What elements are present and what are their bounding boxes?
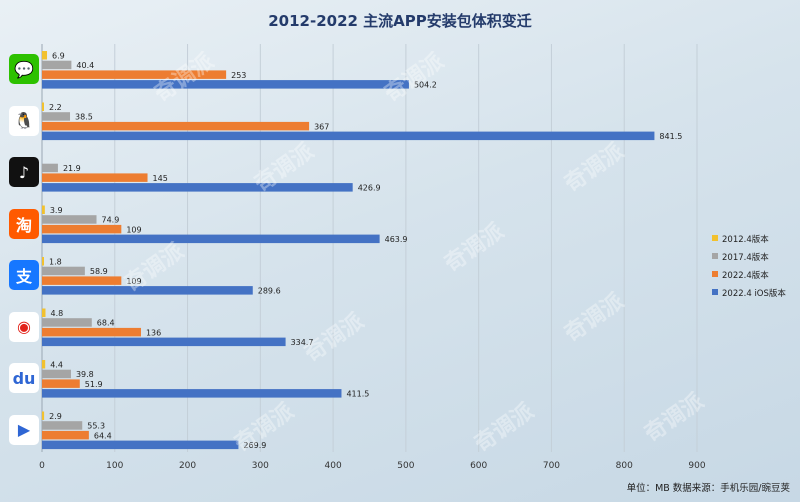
data-label: 2.9 [49,412,62,421]
x-tick-label: 0 [39,461,45,471]
bar [42,121,310,131]
bar [42,411,45,420]
bar [42,318,92,327]
data-label: 109 [126,277,141,286]
source-note: 单位：MB 数据来源：手机乐园/豌豆荚 [626,483,790,494]
chart-title: 2012-2022 主流APP安装包体积变迁 [268,12,532,30]
data-label: 3.9 [50,206,63,215]
data-label: 39.8 [76,370,94,379]
x-tick-label: 100 [106,461,123,471]
legend-swatch [712,271,718,277]
douyin-icon: ♪ [9,157,39,187]
bar [42,131,655,141]
qq-icon: 🐧 [9,105,39,136]
data-label: 21.9 [63,164,81,173]
bar [42,183,353,192]
bar [42,112,71,121]
data-label: 1.8 [49,258,62,267]
bar [42,337,286,347]
data-label: 109 [126,225,141,234]
legend-label: 2012.4版本 [722,234,769,245]
data-label: 367 [314,122,329,131]
data-label: 504.2 [414,81,437,90]
data-label: 68.4 [97,319,115,328]
taobao-icon: 淘 [9,208,39,239]
weibo-icon: ◉ [9,311,39,342]
bar [42,308,46,317]
bar [42,224,122,234]
bar [42,286,253,295]
bar [42,440,239,450]
x-tick-label: 800 [616,461,633,471]
data-label: 463.9 [385,235,408,244]
bar [42,257,44,266]
bar [42,389,342,398]
legend-swatch [712,235,718,241]
data-label: 58.9 [90,267,108,276]
data-label: 334.7 [291,338,314,347]
data-label: 51.9 [85,380,103,389]
data-label: 145 [153,174,168,183]
x-tick-label: 600 [470,461,487,471]
bar [42,173,148,182]
bar [42,421,83,430]
legend-label: 2022.4版本 [722,270,769,281]
legend-swatch [712,289,718,295]
youku-icon: ▶ [9,414,39,445]
data-label: 2.2 [49,103,62,112]
bar [42,215,97,224]
bar [42,266,85,276]
data-label: 411.5 [346,390,369,399]
data-label: 841.5 [659,132,682,141]
data-label: 289.6 [258,287,281,296]
data-label: 74.9 [102,216,120,225]
legend-label: 2022.4 iOS版本 [722,288,786,299]
data-label: 40.4 [76,61,94,70]
data-label: 4.4 [50,361,63,370]
data-label: 136 [146,328,161,337]
data-label: 269.9 [243,441,266,450]
x-tick-label: 300 [252,461,269,471]
data-label: 253 [231,71,246,80]
bar [42,163,58,173]
x-tick-label: 900 [688,461,705,471]
bar [42,234,380,244]
data-label: 55.3 [87,422,105,431]
bar [42,205,45,214]
bar [42,102,44,111]
data-label: 38.5 [75,113,93,122]
bar [42,360,46,369]
x-tick-label: 500 [397,461,414,471]
bar [42,430,89,440]
bar [42,80,409,89]
x-tick-label: 200 [179,461,196,471]
data-label: 4.8 [50,309,63,318]
bar [42,70,227,79]
bar [42,369,71,379]
legend-label: 2017.4版本 [722,252,769,263]
data-label: 426.9 [358,184,381,193]
data-label: 64.4 [94,431,112,440]
bar [42,51,48,60]
baidu-icon: du [9,363,39,393]
x-tick-label: 400 [325,461,342,471]
wechat-icon: 💬 [9,54,39,84]
bar [42,276,122,285]
x-tick-label: 700 [543,461,560,471]
bar [42,327,141,337]
legend-swatch [712,253,718,259]
data-label: 6.9 [52,52,65,61]
bar [42,60,72,70]
bar [42,379,80,388]
alipay-icon: 支 [9,260,39,290]
